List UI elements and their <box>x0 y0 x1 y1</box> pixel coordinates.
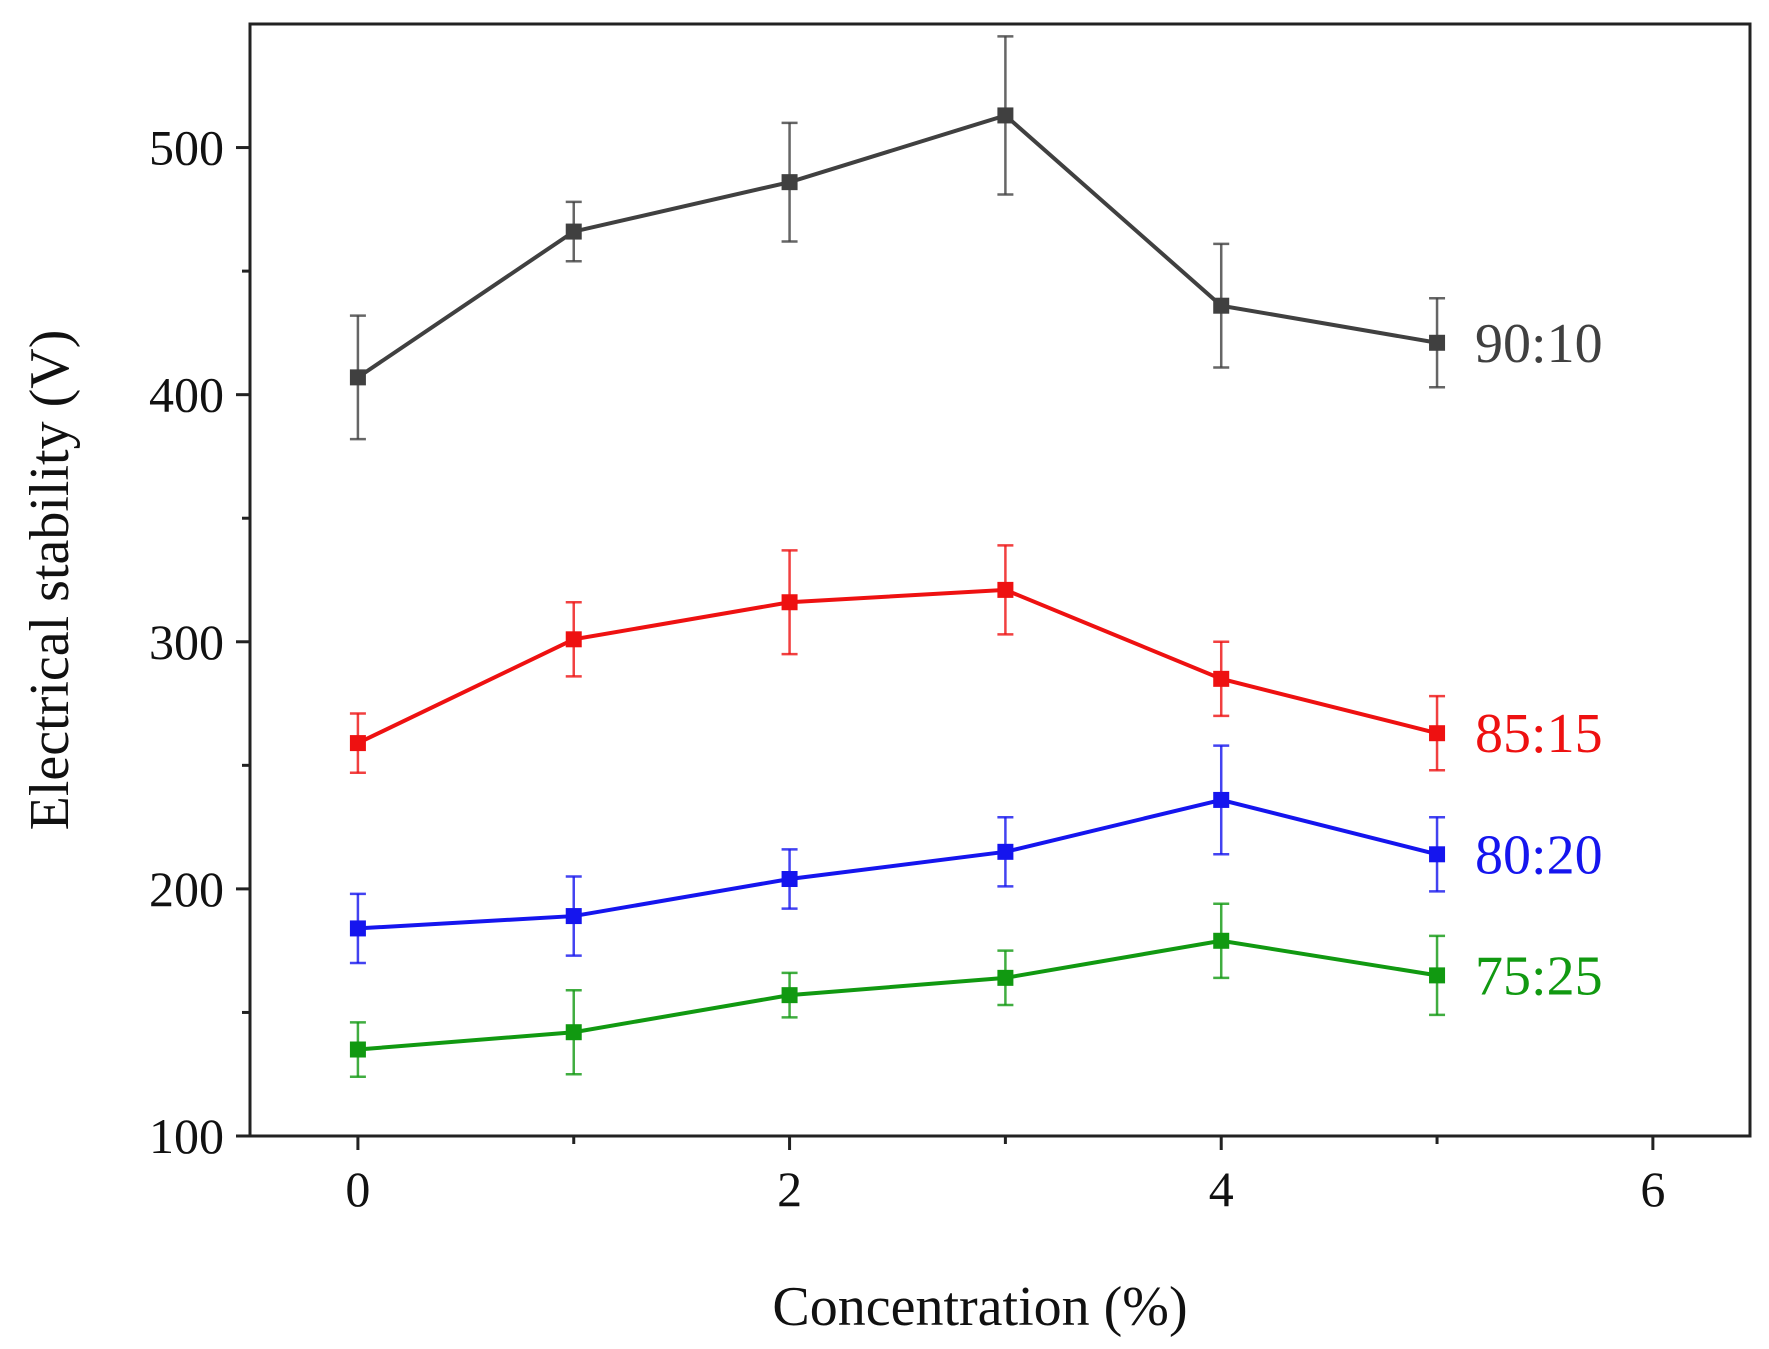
y-tick-label: 200 <box>149 861 224 917</box>
y-tick-label: 300 <box>149 614 224 670</box>
series-label: 85:15 <box>1475 703 1603 765</box>
data-point <box>1429 334 1446 351</box>
data-point <box>781 594 798 611</box>
data-point <box>997 107 1014 124</box>
data-point <box>1213 791 1230 808</box>
data-point <box>997 581 1014 598</box>
series-line <box>357 797 1438 931</box>
data-point <box>781 987 798 1004</box>
series-label: 90:10 <box>1475 313 1603 375</box>
series-label: 75:25 <box>1475 945 1603 1007</box>
data-point <box>565 1024 582 1041</box>
x-axis-title: Concentration (%) <box>772 1276 1187 1338</box>
series-80-20: 80:20 <box>349 744 1603 965</box>
data-point <box>1429 967 1446 984</box>
plot-frame <box>248 22 1752 1138</box>
x-tick-label: 0 <box>345 1161 370 1217</box>
series-line <box>356 113 1438 380</box>
x-tick-label: 6 <box>1640 1161 1665 1217</box>
y-tick-label: 400 <box>149 367 224 423</box>
data-point <box>565 908 582 925</box>
series-85-15: 85:15 <box>349 544 1603 774</box>
series-90-10: 90:10 <box>349 35 1603 441</box>
data-point <box>349 735 366 752</box>
data-point <box>1429 846 1446 863</box>
x-tick-label: 4 <box>1209 1161 1234 1217</box>
data-point <box>1429 725 1446 742</box>
axes: 0 2 4 6 100 200 300 400 500 <box>149 120 1665 1217</box>
data-point <box>349 369 366 386</box>
data-point <box>565 631 582 648</box>
data-point <box>349 920 366 937</box>
data-point <box>997 969 1014 986</box>
data-point <box>997 843 1014 860</box>
data-point <box>781 174 798 191</box>
y-tick-label: 500 <box>149 120 224 176</box>
data-point <box>781 871 798 888</box>
series-layer: 90:10 85:15 80:20 75:25 <box>349 35 1603 1078</box>
series-label: 80:20 <box>1475 824 1603 886</box>
x-tick-label: 2 <box>777 1161 802 1217</box>
y-axis-title: Electrical stability (V) <box>19 330 81 831</box>
series-line <box>357 938 1438 1052</box>
data-point <box>565 223 582 240</box>
data-point <box>1213 932 1230 949</box>
y-tick-label: 100 <box>149 1108 224 1164</box>
series-line <box>357 587 1438 745</box>
data-point <box>1213 670 1230 687</box>
data-point <box>349 1041 366 1058</box>
series-75-25: 75:25 <box>349 902 1603 1078</box>
data-point <box>1213 297 1230 314</box>
